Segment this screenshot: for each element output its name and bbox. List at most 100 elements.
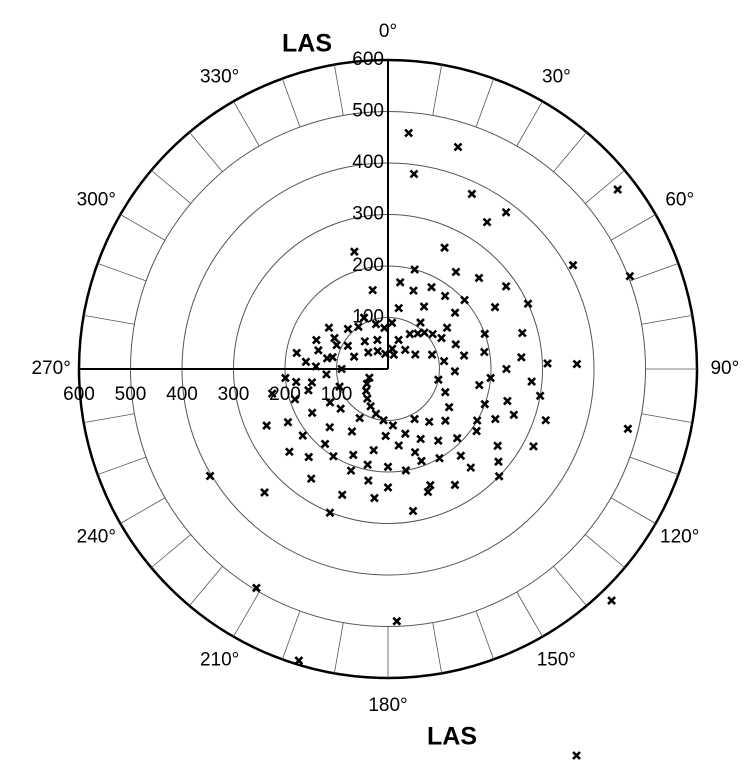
spoke [97,456,147,476]
theta-tick-label: 30° [542,66,571,87]
point [440,387,450,397]
point [428,329,438,339]
point [440,416,450,426]
point [517,328,527,338]
point [389,350,399,360]
point [394,303,404,313]
point [439,356,449,366]
point [424,417,434,427]
point [419,328,429,338]
point [543,359,552,368]
point [392,616,402,626]
point [313,345,323,355]
point [290,394,300,404]
point [336,404,346,414]
point [400,345,410,355]
point [480,399,490,409]
point [400,429,410,439]
point [387,318,397,328]
point [307,377,317,387]
point [343,324,353,334]
spoke [333,622,344,674]
point [311,362,321,371]
point [303,385,313,395]
point [486,373,496,383]
theta-tick-label: 210° [200,650,239,671]
point [307,408,317,418]
point [362,394,372,403]
point [380,349,390,359]
point [410,265,420,274]
point [371,319,381,329]
spoke [151,170,192,204]
point [490,302,500,312]
spoke [641,413,693,424]
point [306,474,316,484]
point [371,409,381,419]
point [509,410,519,420]
point [363,348,373,357]
point [284,447,294,457]
point [410,414,420,424]
r-tick-label: 200 [352,255,384,276]
point [362,379,372,389]
theta-tick-label: 300° [77,190,116,211]
point [450,366,460,376]
point [572,359,582,369]
point [474,380,484,390]
point [467,189,477,199]
point [401,466,411,475]
point [493,441,503,451]
point [354,322,363,332]
point [373,335,382,345]
point [440,291,450,301]
r-tick-label: 400 [352,152,384,173]
point [410,350,420,359]
point [479,347,489,357]
point [416,318,425,328]
point [613,185,623,194]
point [298,431,308,441]
point [568,260,578,270]
spoke [281,78,301,128]
point [535,391,545,401]
r-tick-label: 500 [115,384,147,405]
point [452,433,462,443]
point [482,217,492,227]
spoke [553,565,587,606]
spoke [189,565,223,606]
point [435,453,444,463]
point [529,441,538,451]
point [322,369,331,379]
spoke [629,456,679,476]
point [381,431,391,441]
spoke [475,78,495,128]
point [437,333,446,343]
point [460,295,469,305]
point [280,373,290,383]
point [359,313,369,323]
point [523,299,533,309]
point [444,402,454,412]
point [252,583,261,593]
spoke [584,170,625,204]
r-tick-label: 300 [352,204,384,225]
point [311,335,321,345]
point [335,382,345,392]
theta-tick-label: 240° [77,526,116,547]
point [325,398,335,407]
point [409,286,418,296]
r-tick-label: 500 [352,101,384,122]
theta-tick-label: 90° [710,358,739,379]
point [451,267,461,277]
r-tick-label: 300 [218,384,250,405]
spoke [475,610,495,660]
theta-tick-label: 180° [368,695,407,716]
point [623,424,633,434]
point [348,450,358,460]
spoke [629,262,679,282]
theta-tick-label: 0° [379,21,397,42]
point [383,462,393,472]
point [267,389,277,399]
point [456,451,466,461]
